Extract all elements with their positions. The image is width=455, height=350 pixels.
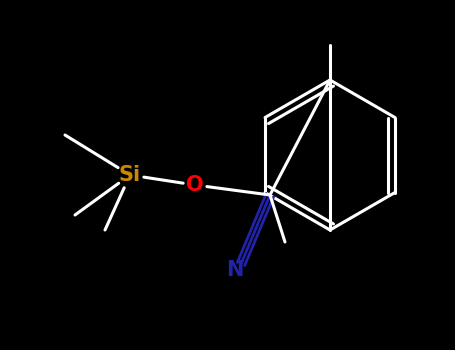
Text: O: O (186, 175, 204, 195)
Text: Si: Si (119, 165, 141, 185)
Text: N: N (226, 260, 244, 280)
